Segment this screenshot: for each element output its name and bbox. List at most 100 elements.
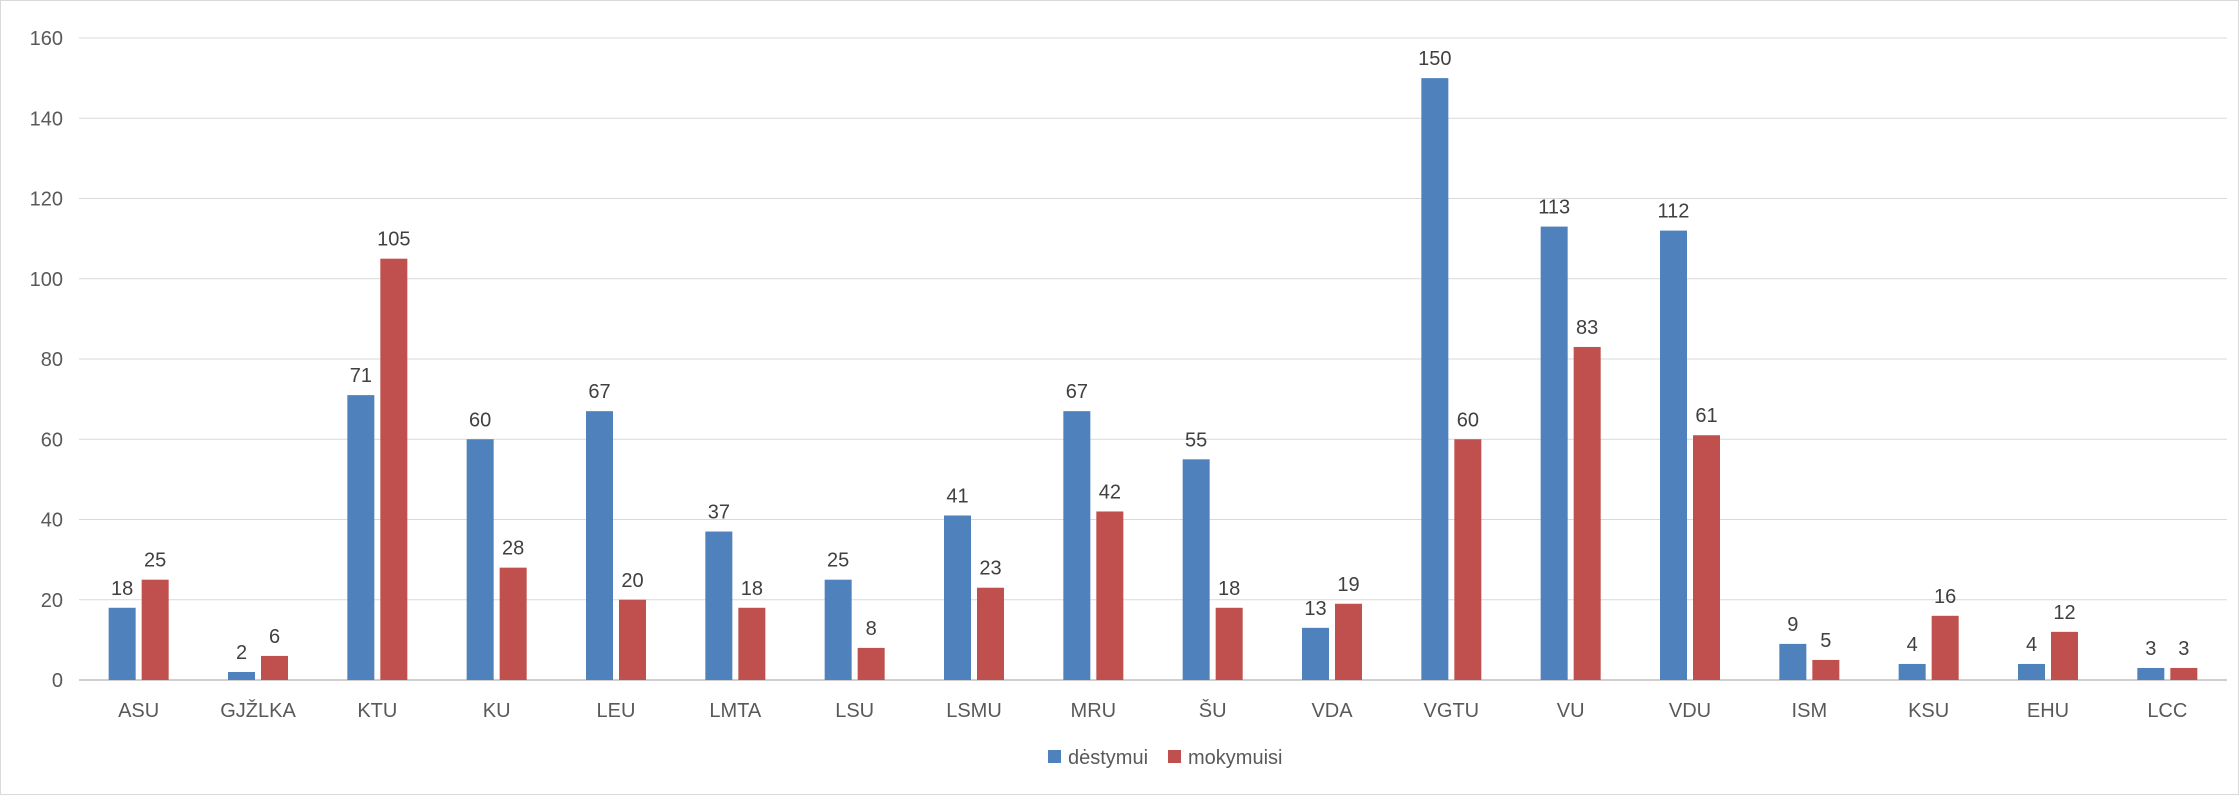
x-tick-label: MRU xyxy=(1071,700,1117,722)
data-label: 41 xyxy=(946,485,968,507)
x-tick-label: ISM xyxy=(1792,700,1828,722)
data-label: 113 xyxy=(1538,197,1570,219)
data-label: 3 xyxy=(2145,638,2156,660)
bar-mokymuisi xyxy=(499,567,527,680)
x-tick-label: KTU xyxy=(357,700,397,722)
legend-swatch xyxy=(1048,750,1061,763)
bar-mokymuisi xyxy=(1215,607,1243,680)
x-tick-label: VU xyxy=(1557,700,1585,722)
bar-mokymuisi xyxy=(738,607,766,680)
data-label: 4 xyxy=(2026,634,2037,656)
data-label: 67 xyxy=(588,381,610,403)
gridlines xyxy=(79,37,2227,681)
y-tick-label: 80 xyxy=(41,349,63,371)
data-label: 5 xyxy=(1820,630,1831,652)
bar-mokymuisi xyxy=(857,647,885,680)
legend-label: dėstymui xyxy=(1068,747,1148,769)
legend: dėstymui mokymuisi xyxy=(1048,747,1282,769)
bar-destymui xyxy=(2018,663,2045,680)
bar-destymui xyxy=(466,439,494,680)
data-label: 23 xyxy=(979,558,1001,580)
bar-destymui xyxy=(347,395,375,680)
y-tick-label: 120 xyxy=(30,189,63,211)
bar-destymui xyxy=(824,579,852,680)
y-tick-label: 0 xyxy=(52,670,63,692)
legend-swatch xyxy=(1168,750,1181,763)
legend-label: mokymuisi xyxy=(1188,747,1282,769)
data-label: 3 xyxy=(2178,638,2189,660)
bar-destymui xyxy=(1898,663,1926,680)
data-labels: 1825267110560286720371825841236742551813… xyxy=(111,48,2189,664)
data-label: 8 xyxy=(866,618,877,640)
bar-mokymuisi xyxy=(1812,659,1840,680)
x-tick-label: LMTA xyxy=(709,700,762,722)
data-label: 112 xyxy=(1658,201,1690,223)
data-label: 16 xyxy=(1934,586,1956,608)
data-label: 19 xyxy=(1337,574,1359,596)
bar-mokymuisi xyxy=(1096,511,1124,680)
data-label: 9 xyxy=(1787,614,1798,636)
bar-destymui xyxy=(1421,78,1449,680)
bar-destymui xyxy=(1660,230,1687,680)
bar-mokymuisi xyxy=(141,579,169,680)
bar-mokymuisi xyxy=(1454,439,1482,680)
bar-mokymuisi xyxy=(261,655,288,680)
data-label: 25 xyxy=(144,550,166,572)
bar-destymui xyxy=(228,671,255,680)
data-label: 4 xyxy=(1907,634,1918,656)
bar-mokymuisi xyxy=(1335,603,1362,680)
bar-mokymuisi xyxy=(380,258,408,680)
y-tick-label: 20 xyxy=(41,590,63,612)
data-label: 150 xyxy=(1418,48,1451,70)
bar-mokymuisi xyxy=(1573,346,1601,680)
bar-destymui xyxy=(1063,411,1091,680)
data-label: 6 xyxy=(269,626,280,648)
axes: 0 20 40 60 80 100 120 140 160 ASU GJŽLKA KTU KU LEU LM… xyxy=(30,28,2227,722)
data-label: 60 xyxy=(1457,409,1479,431)
x-tick-label: KSU xyxy=(1908,700,1949,722)
x-tick-label: ŠU xyxy=(1199,699,1227,722)
bar-destymui xyxy=(1302,627,1329,680)
data-label: 2 xyxy=(236,642,247,664)
bar-destymui xyxy=(944,515,971,680)
data-label: 71 xyxy=(350,365,372,387)
bar-destymui xyxy=(1779,643,1807,680)
data-label: 20 xyxy=(621,570,643,592)
bar-destymui xyxy=(586,411,613,680)
data-label: 37 xyxy=(708,502,730,524)
x-tick-label: KU xyxy=(483,700,511,722)
data-label: 18 xyxy=(741,578,763,600)
y-tick-label: 100 xyxy=(30,269,63,291)
x-tick-label: VDU xyxy=(1669,700,1711,722)
x-tick-label: EHU xyxy=(2027,700,2069,722)
bar-destymui xyxy=(705,531,733,680)
bars xyxy=(108,78,2198,680)
data-label: 83 xyxy=(1576,317,1598,339)
data-label: 61 xyxy=(1695,405,1717,427)
bar-destymui xyxy=(108,607,136,680)
data-label: 18 xyxy=(111,578,133,600)
bar-destymui xyxy=(2137,667,2165,680)
data-label: 55 xyxy=(1185,429,1207,451)
x-tick-label: GJŽLKA xyxy=(220,699,296,722)
x-tick-label: ASU xyxy=(118,700,159,722)
data-label: 42 xyxy=(1099,481,1121,503)
bar-destymui xyxy=(1540,226,1568,680)
bar-mokymuisi xyxy=(1693,435,1720,680)
y-tick-label: 160 xyxy=(30,28,63,50)
bar-mokymuisi xyxy=(1931,615,1959,680)
data-label: 60 xyxy=(469,409,491,431)
x-tick-label: LSU xyxy=(835,700,874,722)
x-tick-label: LSMU xyxy=(946,700,1002,722)
y-tick-label: 40 xyxy=(41,510,63,532)
x-tick-label: VGTU xyxy=(1424,700,1480,722)
data-label: 105 xyxy=(377,229,410,251)
bar-destymui xyxy=(1182,459,1210,680)
x-tick-label: VDA xyxy=(1311,700,1353,722)
y-tick-label: 60 xyxy=(41,429,63,451)
data-label: 13 xyxy=(1304,598,1326,620)
bar-mokymuisi xyxy=(977,587,1004,680)
data-label: 12 xyxy=(2053,602,2075,624)
data-label: 67 xyxy=(1066,381,1088,403)
